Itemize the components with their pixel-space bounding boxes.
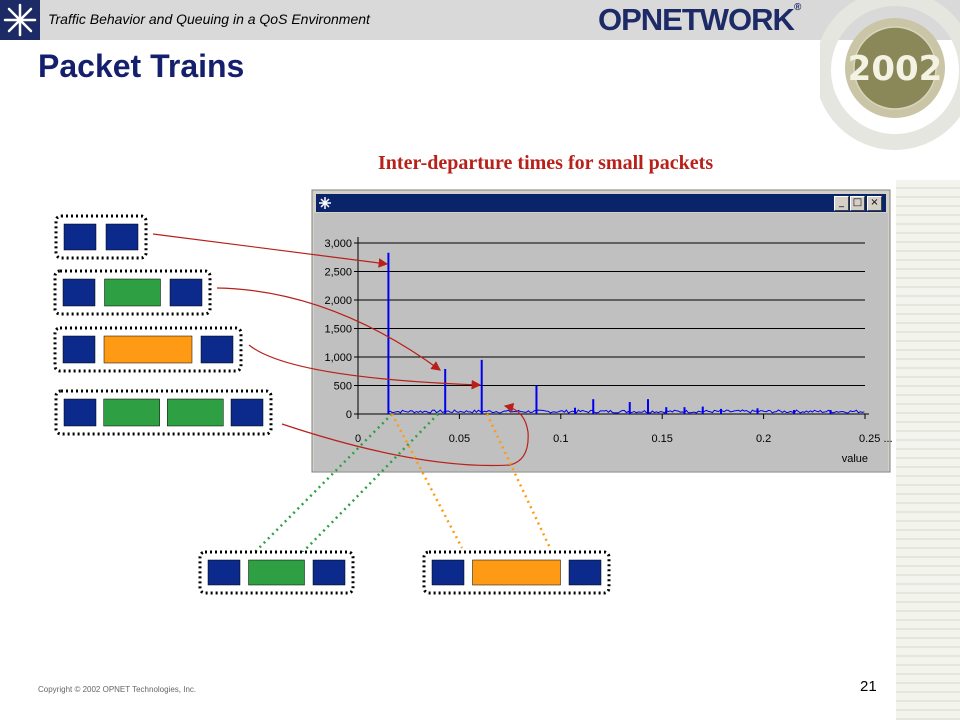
y-tick-label: 1,000 [324,352,352,364]
y-tick-label: 2,500 [324,267,352,279]
packet-blue [207,559,241,586]
arrow-train-2 [216,287,441,371]
y-tick-label: 500 [334,381,352,393]
star-icon [3,3,37,37]
packet-blue [62,278,96,307]
y-tick-label: 3,000 [324,238,352,250]
arrow-train-1 [152,233,389,268]
maximize-button[interactable]: □ [850,196,865,211]
opnetwork-logo: OPNETWORK® [598,2,801,38]
opnet-logo-box [0,0,40,40]
packet-trains [53,214,611,595]
plot-area: 0 500 1,000 1,500 2,000 2,500 3,000 0 0.05 0.1 0.1… [324,237,893,465]
y-tick-label: 0 [346,409,352,421]
packet-orange [472,559,561,586]
series-baseline [388,409,865,414]
registered-mark: ® [793,2,801,13]
packet-blue [230,398,264,427]
packet-blue [312,559,346,586]
packet-blue [200,335,234,364]
x-tick-label: 0.2 [756,433,771,445]
copyright-text: Copyright © 2002 OPNET Technologies, Inc… [38,685,197,694]
packet-green [248,559,305,586]
minimize-button[interactable]: _ [834,196,849,211]
x-tick-label: 0.15 [651,433,672,445]
orange-connector [390,413,464,549]
year-badge: 2002 [820,0,960,150]
x-tick-label: 0 [355,433,361,445]
packet-blue [568,559,602,586]
orange-connector [485,413,552,549]
connector-lines [152,233,552,556]
packet-blue [105,223,139,251]
close-button[interactable]: × [867,196,882,211]
y-tick-label: 1,500 [324,324,352,336]
page-title: Packet Trains [38,48,245,84]
packet-green [104,278,161,307]
decorative-stripe [896,180,960,720]
x-tick-label: 0.25 ... [859,433,893,445]
packet-blue [63,398,97,427]
arrow-train-3 [248,344,482,390]
x-tick-label: 0.1 [553,433,568,445]
badge-year: 2002 [848,49,943,89]
header-bar [0,0,960,40]
window-app-icon [319,197,331,209]
x-tick-label: 0.05 [449,433,470,445]
brand-name: OPNETWORK [598,2,795,37]
packet-blue [63,223,97,251]
plot-window-body [314,213,888,471]
presentation-subtitle: Traffic Behavior and Queuing in a QoS En… [48,11,370,27]
packet-blue [431,559,465,586]
plot-window-titlebar [316,194,886,212]
chart-caption: Inter-departure times for small packets [378,152,714,174]
x-axis-label: value [842,453,868,465]
y-tick-label: 2,000 [324,295,352,307]
packet-blue [169,278,203,307]
packet-green [103,398,160,427]
packet-orange [103,335,193,364]
packet-blue [62,335,96,364]
packet-green [167,398,224,427]
page-number: 21 [860,678,877,695]
